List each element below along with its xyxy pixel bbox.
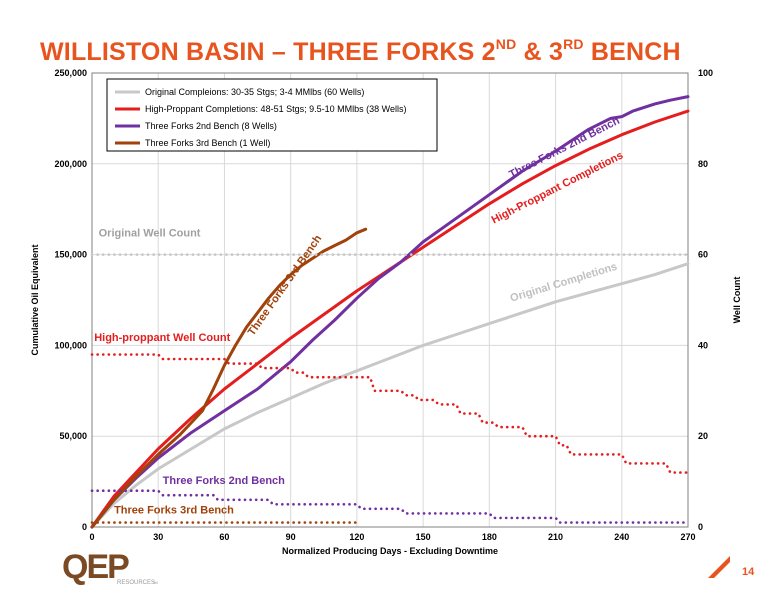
series-high-proppant-well-count-5 xyxy=(90,353,690,474)
x-tick-label: 210 xyxy=(548,532,563,542)
series-original-completions-0 xyxy=(90,262,690,529)
legend-entry: Original Compleions: 30-35 Stgs; 3-4 MMl… xyxy=(145,87,364,97)
x-tick-label: 180 xyxy=(482,532,497,542)
corner-arrow-icon xyxy=(708,556,730,578)
logo-text: QEP xyxy=(62,548,129,586)
y2-tick-label: 60 xyxy=(698,250,708,260)
x-tick-label: 90 xyxy=(286,532,296,542)
y2-tick-label: 40 xyxy=(698,340,708,350)
y-tick-label: 0 xyxy=(82,522,87,532)
x-tick-label: 120 xyxy=(349,532,364,542)
series-three-forks-2nd-bench-2 xyxy=(90,95,690,529)
title-mid: & 3 xyxy=(516,38,564,66)
y-tick-label: 50,000 xyxy=(59,431,87,441)
logo-subtext: RESOURCES xyxy=(117,580,155,586)
legend-entry: Three Forks 3rd Bench (1 Well) xyxy=(145,138,270,148)
qep-logo: QEP RESOURCES TM xyxy=(62,548,158,586)
title-sup-2: RD xyxy=(563,36,584,52)
logo-tm: TM xyxy=(152,580,158,585)
title-sup-1: ND xyxy=(495,36,517,52)
x-tick-label: 150 xyxy=(416,532,431,542)
y2-tick-label: 100 xyxy=(698,68,713,78)
annotation-layer: Original Well Count High-proppant Well Co… xyxy=(94,115,625,517)
y2-axis-label: Well Count xyxy=(732,277,742,324)
x-tick-label: 60 xyxy=(219,532,229,542)
series-three-forks-2nd-bench-6 xyxy=(90,489,690,524)
slide-title: WILLISTON BASIN – THREE FORKS 2ND & 3RD … xyxy=(40,36,681,67)
y-tick-label: 150,000 xyxy=(54,250,87,260)
legend-box xyxy=(106,78,438,152)
series-high-proppant-completions-1 xyxy=(90,109,690,529)
legend: Original Compleions: 30-35 Stgs; 3-4 MMl… xyxy=(106,78,438,152)
x-axis-label: Normalized Producing Days - Excluding Do… xyxy=(282,546,498,556)
page-corner-mark xyxy=(708,556,730,578)
page-number: 14 xyxy=(742,566,755,578)
legend-entry: High-Proppant Completions: 48-51 Stgs; 9… xyxy=(145,104,406,114)
x-tick-label: 0 xyxy=(89,532,94,542)
annotation-high-proppant-well-count: High-proppant Well Count xyxy=(94,332,230,344)
y-tick-label: 250,000 xyxy=(54,68,87,78)
y2-tick-label: 0 xyxy=(698,522,703,532)
series-layer xyxy=(90,95,690,529)
x-tick-label: 30 xyxy=(153,532,163,542)
annotation-original-well-count: Original Well Count xyxy=(99,227,201,239)
annotation-three-forks-2nd-bench: Three Forks 2nd Bench xyxy=(163,475,286,487)
legend-entry: Three Forks 2nd Bench (8 Wells) xyxy=(145,121,277,131)
y-tick-label: 200,000 xyxy=(54,159,87,169)
y2-tick-label: 20 xyxy=(698,431,708,441)
y-axis-label: Cumulative Oil Equivalent xyxy=(30,244,40,355)
plot-frame xyxy=(91,72,689,528)
title-end: BENCH xyxy=(583,38,681,66)
annotation-three-forks-2nd-bench: Three Forks 2nd Bench xyxy=(507,115,622,181)
series-three-forks-3rd-bench-3 xyxy=(90,227,368,529)
plot-border xyxy=(91,72,689,528)
y-tick-label: 100,000 xyxy=(54,340,87,350)
x-tick-label: 270 xyxy=(680,532,695,542)
x-tick-label: 240 xyxy=(614,532,629,542)
title-main: WILLISTON BASIN – THREE FORKS 2 xyxy=(40,38,496,66)
y2-tick-label: 80 xyxy=(698,159,708,169)
annotation-high-proppant-completions: High-Proppant Completions xyxy=(490,149,626,226)
annotation-three-forks-3rd-bench: Three Forks 3rd Bench xyxy=(114,504,234,516)
axes-layer: 0 30 60 90 120 150 180 210 240 270050,000100,0001… xyxy=(30,68,742,556)
